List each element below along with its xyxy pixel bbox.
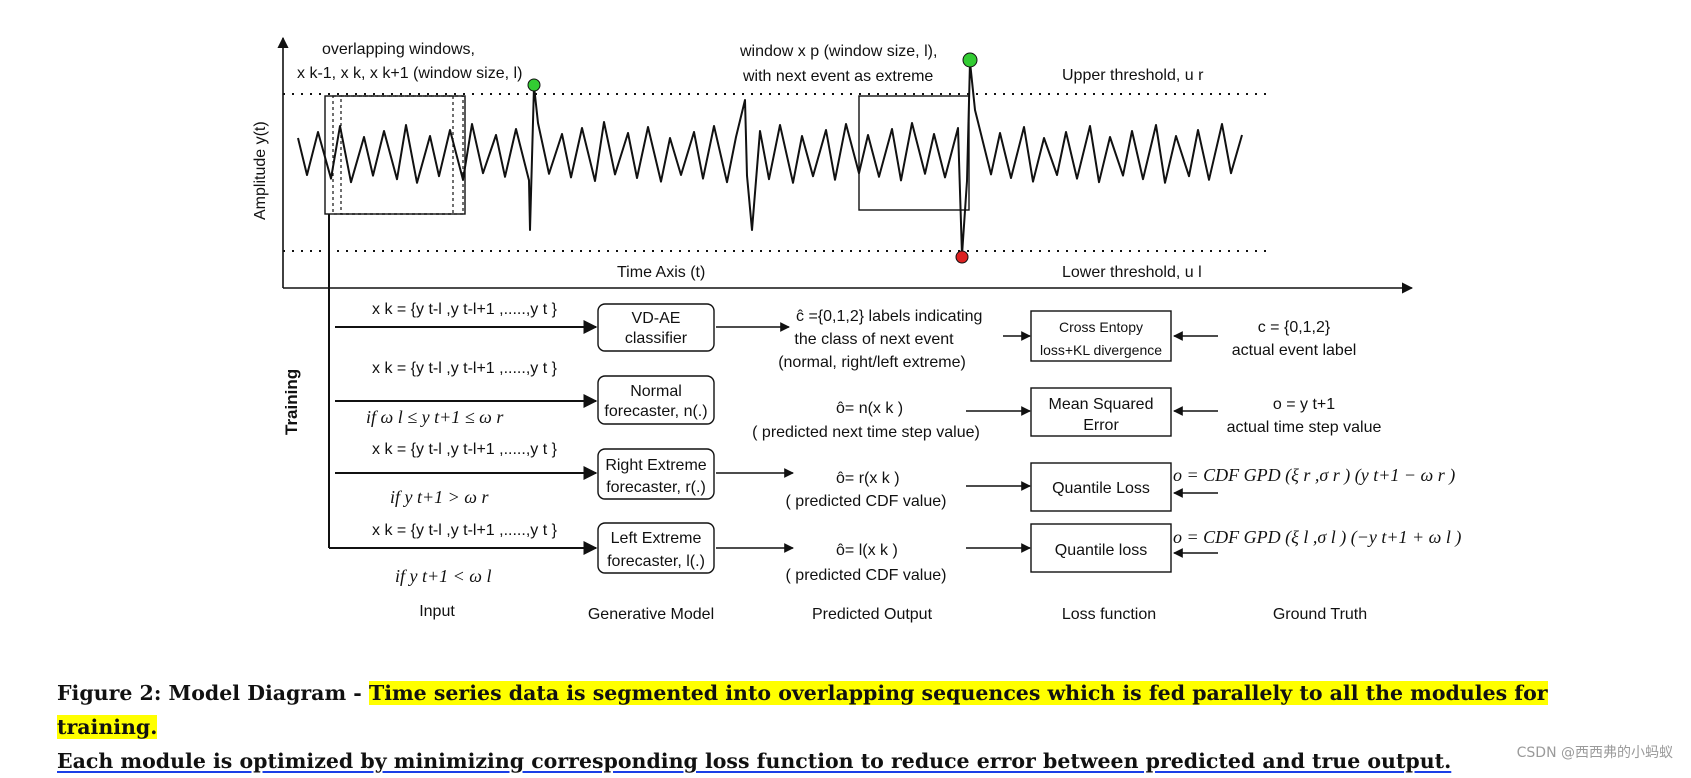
extreme-high-marker	[527, 78, 541, 92]
output-1a: ĉ ={0,1,2} labels indicating	[796, 308, 982, 325]
caption-underlined: Each module is optimized by minimizing c…	[57, 749, 1452, 773]
column-predicted-output: Predicted Output	[812, 606, 933, 623]
normal-forecaster-box	[597, 375, 715, 425]
output-2b: ( predicted next time step value)	[752, 424, 980, 441]
output-1c: (normal, right/left extreme)	[778, 354, 966, 371]
annotation-overlapping-2: x k-1, x k, x k+1 (window size, l)	[297, 65, 522, 82]
annotation-overlapping-1: overlapping windows,	[322, 41, 475, 58]
window-k+1	[340, 95, 464, 215]
condition-4: if y t+1 < ω l	[395, 566, 492, 586]
caption-prefix: Figure 2: Model Diagram -	[57, 681, 369, 705]
figure-caption: Figure 2: Model Diagram - Time series da…	[57, 676, 1617, 778]
output-1b: the class of next event	[794, 331, 954, 348]
loss-1a: Cross Entopy	[1059, 319, 1143, 335]
truth-1b: actual event label	[1232, 342, 1357, 359]
output-2a: ô= n(x k )	[836, 400, 903, 417]
truth-2b: actual time step value	[1227, 419, 1382, 436]
mse-box	[1030, 387, 1172, 437]
loss-2b: Error	[1083, 417, 1119, 434]
input-seq-4: x k = {y t-l ,y t-l+1 ,.....,y t }	[372, 522, 558, 539]
column-input: Input	[419, 603, 455, 620]
model-label-2b: forecaster, n(.)	[604, 403, 707, 420]
model-label-3a: Right Extreme	[605, 457, 706, 474]
model-label-2a: Normal	[630, 383, 682, 400]
input-seq-1: x k = {y t-l ,y t-l+1 ,.....,y t }	[372, 301, 558, 318]
input-seq-2: x k = {y t-l ,y t-l+1 ,.....,y t }	[372, 360, 558, 377]
annotation-window-1: window x p (window size, l),	[739, 43, 937, 60]
truth-4a: o = CDF GPD (ξ l ,σ l ) (−y t+1 + ω l )	[1173, 527, 1461, 548]
quantile-loss-box-right	[1030, 462, 1172, 512]
annotation-window-2: with next event as extreme	[742, 68, 933, 85]
extreme-high-marker-xp	[962, 52, 978, 68]
condition-2: if ω l ≤ y t+1 ≤ ω r	[366, 407, 504, 427]
model-label-4a: Left Extreme	[611, 530, 702, 547]
loss-1b: loss+KL divergence	[1040, 342, 1162, 358]
loss-3a: Quantile Loss	[1052, 480, 1150, 497]
output-3b: ( predicted CDF value)	[786, 493, 947, 510]
window-k	[332, 95, 454, 215]
left-extreme-forecaster-box	[597, 522, 715, 574]
y-axis-label: Amplitude y(t)	[252, 121, 269, 220]
truth-1a: c = {0,1,2}	[1258, 319, 1331, 336]
model-label-1a: VD-AE	[632, 310, 681, 327]
loss-4a: Quantile loss	[1055, 542, 1148, 559]
model-label-3b: forecaster, r(.)	[606, 479, 706, 496]
vdae-classifier-box	[597, 303, 715, 352]
output-3a: ô= r(x k )	[836, 470, 900, 487]
window-xp	[858, 95, 970, 211]
truth-3a: o = CDF GPD (ξ r ,σ r ) (y t+1 − ω r )	[1173, 465, 1455, 486]
right-extreme-forecaster-box	[597, 448, 715, 500]
output-4b: ( predicted CDF value)	[786, 567, 947, 584]
truth-2a: o = y t+1	[1273, 396, 1335, 413]
input-seq-3: x k = {y t-l ,y t-l+1 ,.....,y t }	[372, 441, 558, 458]
column-ground-truth: Ground Truth	[1273, 606, 1367, 623]
output-4a: ô= l(x k )	[836, 542, 898, 559]
model-label-4b: forecaster, l(.)	[607, 553, 705, 570]
column-generative-model: Generative Model	[588, 606, 714, 623]
loss-2a: Mean Squared	[1049, 396, 1154, 413]
quantile-loss-box-left	[1030, 523, 1172, 573]
time-series-signal	[297, 61, 1243, 256]
model-diagram: Amplitude y(t) Time Axis (t) overlapping…	[252, 36, 1461, 623]
lower-threshold-label: Lower threshold, u l	[1062, 264, 1202, 281]
training-label: Training	[282, 369, 301, 435]
cross-entropy-box	[1030, 310, 1172, 362]
upper-threshold-label: Upper threshold, u r	[1062, 67, 1204, 84]
column-loss-function: Loss function	[1062, 606, 1156, 623]
condition-3: if y t+1 > ω r	[390, 487, 489, 507]
watermark: CSDN @西西弗的小蚂蚁	[1516, 745, 1673, 761]
model-label-1b: classifier	[625, 330, 688, 347]
extreme-low-marker	[955, 250, 969, 264]
x-axis-label: Time Axis (t)	[617, 264, 705, 281]
